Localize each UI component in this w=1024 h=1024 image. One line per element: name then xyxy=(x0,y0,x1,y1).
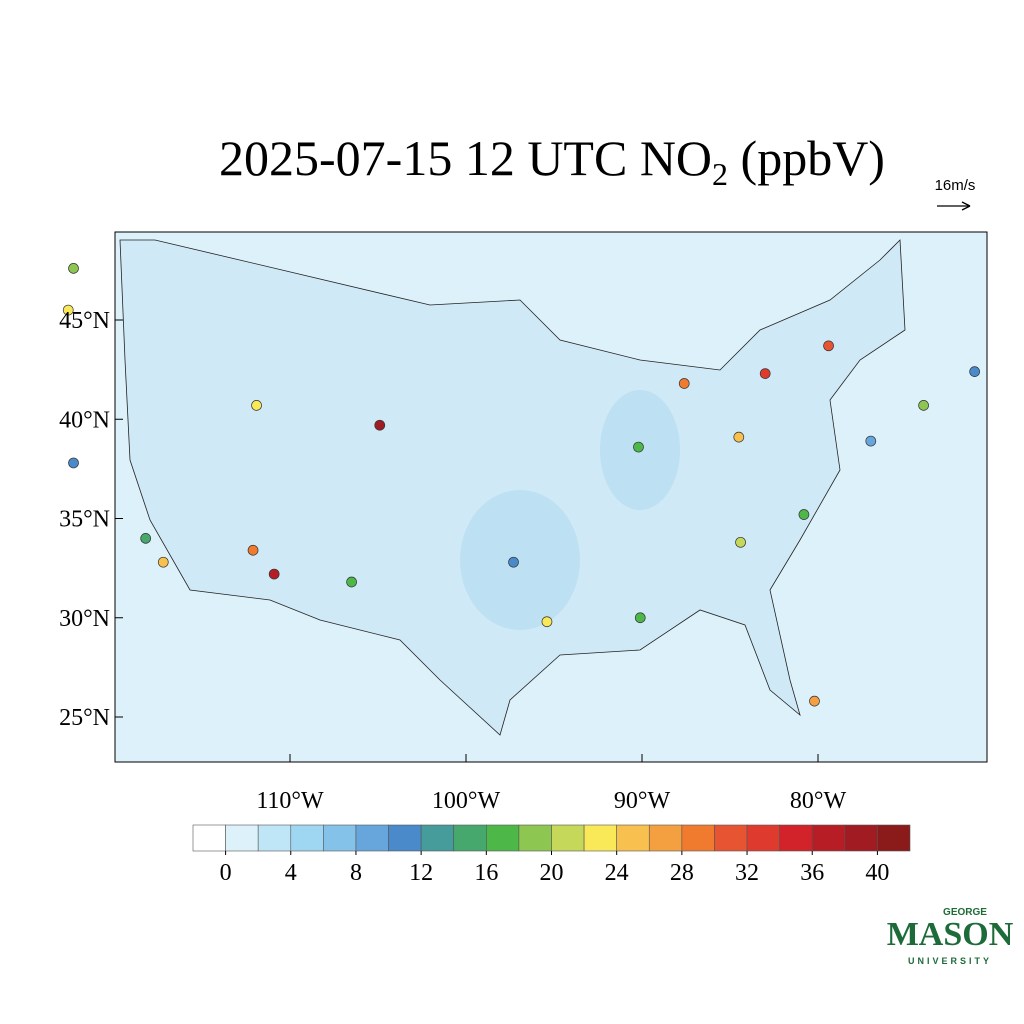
colorbar-box xyxy=(225,824,259,852)
no2-field xyxy=(460,490,580,630)
colorbar-box xyxy=(583,824,617,852)
colorbar-label: 16 xyxy=(474,860,498,886)
station xyxy=(247,544,259,556)
lat-label: 35°N xyxy=(59,507,110,533)
lat-label: 40°N xyxy=(59,407,110,433)
colorbar-label: 0 xyxy=(220,860,232,886)
colorbar-box xyxy=(877,824,911,852)
colorbar-label: 8 xyxy=(350,860,362,886)
colorbar-box xyxy=(681,824,715,852)
colorbar-box xyxy=(616,824,650,852)
station xyxy=(62,304,74,316)
station xyxy=(865,435,877,447)
lat-label: 45°N xyxy=(59,308,110,334)
colorbar: 0 4 8 12 16 20 24 28 32 36 40 xyxy=(192,824,911,886)
title: 2025-07-15 12 UTC NO2 (ppbV) xyxy=(219,130,885,192)
station xyxy=(157,556,169,568)
colorbar-label: 24 xyxy=(605,860,629,886)
station xyxy=(733,431,745,443)
title-text: 2025-07-15 12 UTC NO xyxy=(219,130,712,186)
station xyxy=(634,612,646,624)
colorbar-box xyxy=(290,824,324,852)
colorbar-label: 32 xyxy=(735,860,759,886)
station xyxy=(798,509,810,520)
station xyxy=(268,568,280,580)
colorbar-box xyxy=(453,824,487,852)
colorbar-box xyxy=(551,824,585,852)
station xyxy=(374,419,386,431)
colorbar-label: 36 xyxy=(800,860,824,886)
axes: 25°N 30°N 35°N 40°N 45°N 110°W 100°W 90°W 80°W xyxy=(59,308,846,814)
colorbar-label: 4 xyxy=(285,860,297,886)
logo-main: MASON xyxy=(887,916,1014,953)
colorbar-box xyxy=(714,824,748,852)
colorbar-label: 20 xyxy=(540,860,564,886)
colorbar-label: 12 xyxy=(409,860,433,886)
colorbar-box xyxy=(844,824,878,852)
station xyxy=(678,378,690,389)
station xyxy=(633,441,644,453)
stations xyxy=(62,263,980,707)
lon-label: 90°W xyxy=(614,788,671,814)
us-outline xyxy=(119,239,906,736)
lat-label: 30°N xyxy=(59,606,110,632)
station xyxy=(140,532,152,544)
colorbar-box xyxy=(486,824,520,852)
logo-top: GEORGE xyxy=(943,907,987,918)
colorbar-label: 40 xyxy=(865,860,889,886)
lon-label: 100°W xyxy=(432,788,501,814)
station xyxy=(759,368,771,379)
colorbar-box xyxy=(746,824,780,852)
lon-label: 110°W xyxy=(256,788,324,814)
station xyxy=(251,400,262,411)
station xyxy=(508,556,519,568)
station xyxy=(541,616,553,628)
lon-label: 80°W xyxy=(790,788,847,814)
colorbar-box xyxy=(323,824,357,852)
station xyxy=(735,536,746,548)
title-suffix: (ppbV) xyxy=(728,130,885,186)
colorbar-box xyxy=(355,824,389,852)
station xyxy=(346,576,357,588)
wind-reference: 16m/s xyxy=(935,177,976,194)
colorbar-box xyxy=(257,824,292,852)
colorbar-box xyxy=(779,824,813,852)
reference-arrow-head xyxy=(961,201,971,211)
lat-label: 25°N xyxy=(59,705,110,731)
station xyxy=(823,340,834,352)
station xyxy=(918,400,929,411)
colorbar-box xyxy=(811,824,846,852)
station xyxy=(969,366,980,377)
colorbar-box xyxy=(192,824,226,852)
station xyxy=(68,263,79,274)
colorbar-box xyxy=(518,824,552,852)
station xyxy=(809,695,820,707)
logo-bottom: UNIVERSITY xyxy=(908,956,992,966)
title-subscript: 2 xyxy=(712,156,728,192)
colorbar-box xyxy=(388,824,422,852)
colorbar-box xyxy=(420,824,455,852)
colorbar-box xyxy=(648,824,683,852)
station xyxy=(68,457,79,469)
colorbar-label: 28 xyxy=(670,860,694,886)
